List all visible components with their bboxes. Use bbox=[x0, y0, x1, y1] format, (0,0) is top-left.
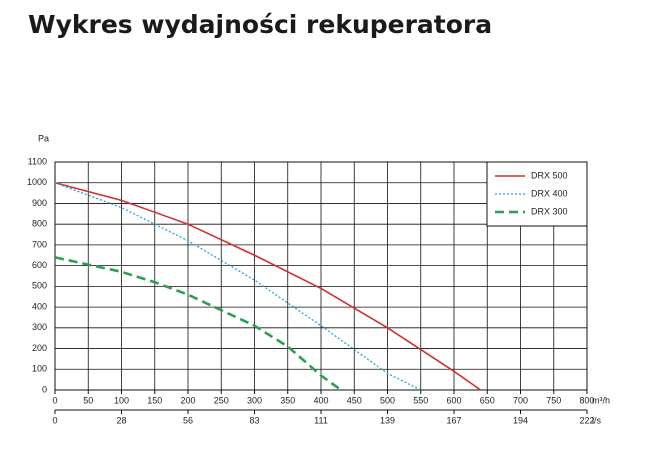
x-tick-label: 750 bbox=[546, 395, 561, 405]
x2-tick-label: 167 bbox=[446, 415, 461, 425]
x-tick-label: 350 bbox=[280, 395, 295, 405]
y-tick-label: 1000 bbox=[27, 177, 47, 187]
x-tick-label: 600 bbox=[446, 395, 461, 405]
x-tick-label: 400 bbox=[313, 395, 328, 405]
x-tick-label: 0 bbox=[52, 395, 57, 405]
legend-label: DRX 400 bbox=[531, 188, 568, 198]
x-tick-label: 800 bbox=[579, 395, 594, 405]
x-tick-label: 100 bbox=[114, 395, 129, 405]
y-tick-label: 800 bbox=[32, 219, 47, 229]
plot-frame bbox=[54, 161, 588, 391]
x2-tick-label: 83 bbox=[249, 415, 259, 425]
x2-tick-label: 111 bbox=[314, 415, 328, 425]
x2-tick-label: 28 bbox=[116, 415, 126, 425]
x-tick-label: 200 bbox=[180, 395, 195, 405]
x-tick-label: 650 bbox=[480, 395, 495, 405]
y-tick-label: 600 bbox=[32, 260, 47, 270]
y-tick-label: 400 bbox=[32, 301, 47, 311]
y-tick-label: 1100 bbox=[28, 156, 47, 166]
x2-axis-label: l/s bbox=[592, 415, 602, 425]
x-tick-label: 700 bbox=[513, 395, 528, 405]
x-tick-label: 450 bbox=[347, 395, 362, 405]
y-tick-label: 200 bbox=[32, 343, 47, 353]
x-tick-label: 150 bbox=[147, 395, 162, 405]
x-axis-label: m³/h bbox=[592, 395, 610, 405]
legend-label: DRX 500 bbox=[531, 170, 568, 180]
x-tick-label: 250 bbox=[214, 395, 229, 405]
x-tick-label: 500 bbox=[380, 395, 395, 405]
y-tick-label: 0 bbox=[42, 384, 47, 394]
x2-tick-label: 194 bbox=[513, 415, 528, 425]
y-tick-label: 900 bbox=[32, 198, 47, 208]
x-tick-label: 50 bbox=[83, 395, 93, 405]
x2-tick-label: 139 bbox=[380, 415, 395, 425]
x2-tick-label: 222 bbox=[579, 415, 594, 425]
y-tick-label: 500 bbox=[32, 281, 47, 291]
series-line bbox=[54, 182, 422, 391]
legend-label: DRX 300 bbox=[531, 206, 568, 216]
y-tick-label: 100 bbox=[32, 364, 47, 374]
y-axis-label: Pa bbox=[38, 133, 49, 143]
x2-tick-label: 56 bbox=[183, 415, 193, 425]
series-line bbox=[54, 181, 482, 391]
y-tick-label: 300 bbox=[32, 322, 47, 332]
series-line bbox=[54, 256, 342, 392]
x-tick-label: 300 bbox=[247, 395, 262, 405]
y-tick-label: 700 bbox=[32, 239, 47, 249]
x2-tick-label: 0 bbox=[52, 415, 57, 425]
x-tick-label: 550 bbox=[413, 395, 428, 405]
chart-title: Wykres wydajności rekuperatora bbox=[28, 10, 492, 39]
